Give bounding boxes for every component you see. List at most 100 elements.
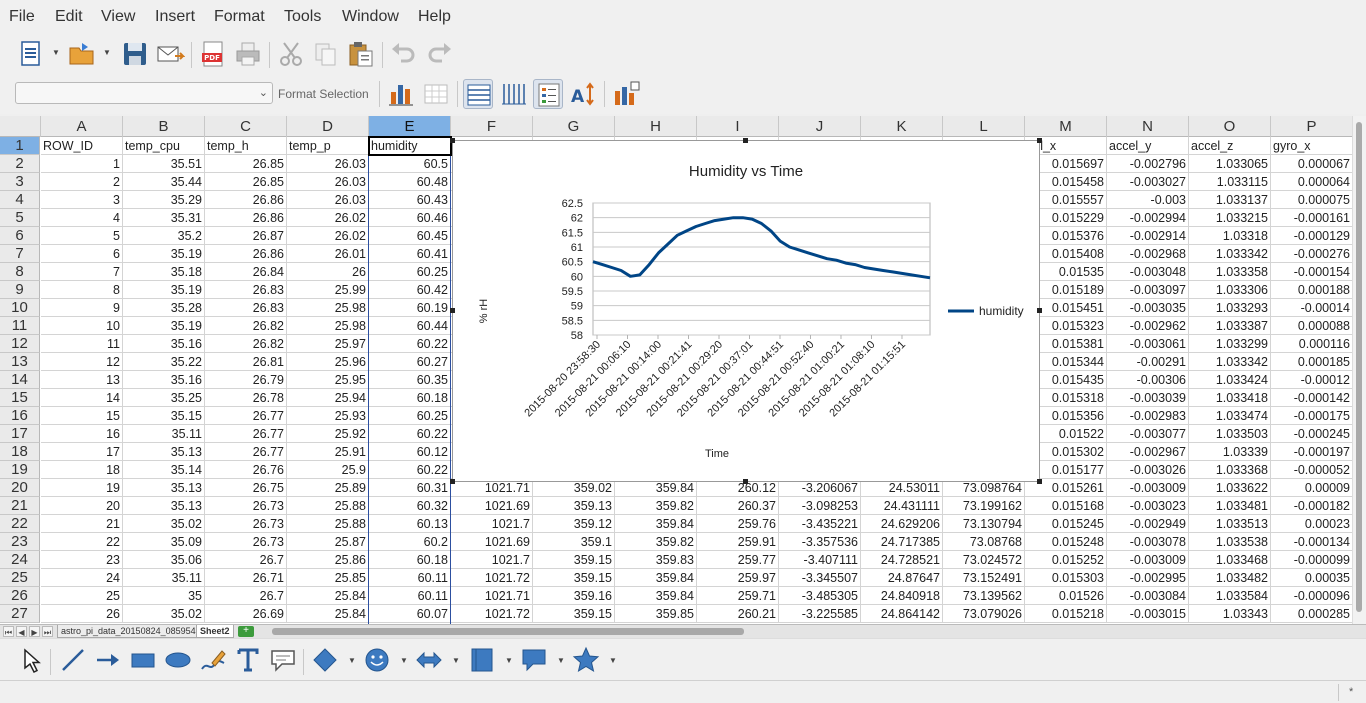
- new-document-icon[interactable]: [16, 39, 46, 69]
- header-cell[interactable]: accel_y: [1107, 137, 1189, 155]
- table-cell[interactable]: -3.206067: [779, 479, 861, 497]
- table-cell[interactable]: -0.003027: [1107, 173, 1189, 191]
- row-header[interactable]: 2: [0, 155, 40, 173]
- table-cell[interactable]: 25.87: [287, 533, 369, 551]
- table-cell[interactable]: 35.14: [123, 461, 205, 479]
- table-cell[interactable]: -0.003: [1107, 191, 1189, 209]
- table-cell[interactable]: 26.03: [287, 155, 369, 173]
- dropdown-arrow-icon[interactable]: ▼: [609, 656, 617, 665]
- format-selection-button[interactable]: Format Selection: [278, 87, 369, 101]
- table-cell[interactable]: 0.015302: [1025, 443, 1107, 461]
- table-cell[interactable]: 26.75: [205, 479, 287, 497]
- table-cell[interactable]: 1.033584: [1189, 587, 1271, 605]
- table-cell[interactable]: -3.407111: [779, 551, 861, 569]
- column-header-o[interactable]: O: [1189, 116, 1271, 137]
- column-header-e[interactable]: E: [369, 116, 451, 137]
- table-cell[interactable]: -0.002967: [1107, 443, 1189, 461]
- symbol-shapes-icon[interactable]: [362, 645, 392, 675]
- table-cell[interactable]: 12: [41, 353, 123, 371]
- table-cell[interactable]: 35.09: [123, 533, 205, 551]
- table-cell[interactable]: 1.033482: [1189, 569, 1271, 587]
- table-cell[interactable]: -3.485305: [779, 587, 861, 605]
- table-cell[interactable]: 1.033115: [1189, 173, 1271, 191]
- table-cell[interactable]: 0.015451: [1025, 299, 1107, 317]
- table-cell[interactable]: 73.152491: [943, 569, 1025, 587]
- table-cell[interactable]: 60.48: [369, 173, 451, 191]
- table-cell[interactable]: -0.002796: [1107, 155, 1189, 173]
- copy-icon[interactable]: [311, 39, 341, 69]
- table-cell[interactable]: 35.29: [123, 191, 205, 209]
- table-cell[interactable]: 11: [41, 335, 123, 353]
- column-header-f[interactable]: F: [451, 116, 533, 137]
- table-cell[interactable]: 35.06: [123, 551, 205, 569]
- table-cell[interactable]: 0.015458: [1025, 173, 1107, 191]
- table-cell[interactable]: 35.02: [123, 515, 205, 533]
- next-sheet-icon[interactable]: ▶: [29, 626, 40, 637]
- save-icon[interactable]: [120, 39, 150, 69]
- table-cell[interactable]: 26.76: [205, 461, 287, 479]
- row-header[interactable]: 6: [0, 227, 40, 245]
- table-cell[interactable]: 0.000116: [1271, 335, 1353, 353]
- table-cell[interactable]: 25.98: [287, 299, 369, 317]
- rectangle-icon[interactable]: [128, 645, 158, 675]
- table-cell[interactable]: 359.82: [615, 533, 697, 551]
- undo-icon[interactable]: [389, 39, 419, 69]
- table-cell[interactable]: 26.7: [205, 587, 287, 605]
- table-cell[interactable]: 26.87: [205, 227, 287, 245]
- header-cell[interactable]: ROW_ID: [41, 137, 123, 155]
- table-cell[interactable]: 20: [41, 497, 123, 515]
- table-cell[interactable]: 26: [41, 605, 123, 623]
- table-cell[interactable]: 60.32: [369, 497, 451, 515]
- table-cell[interactable]: 73.08768: [943, 533, 1025, 551]
- table-cell[interactable]: 0.015697: [1025, 155, 1107, 173]
- table-cell[interactable]: 24.728521: [861, 551, 943, 569]
- table-cell[interactable]: 1.033368: [1189, 461, 1271, 479]
- table-cell[interactable]: 0.015229: [1025, 209, 1107, 227]
- table-cell[interactable]: 1.033424: [1189, 371, 1271, 389]
- table-cell[interactable]: 60.22: [369, 461, 451, 479]
- table-cell[interactable]: 35.19: [123, 317, 205, 335]
- table-cell[interactable]: -0.000096: [1271, 587, 1353, 605]
- table-cell[interactable]: 1.033293: [1189, 299, 1271, 317]
- table-cell[interactable]: 35.19: [123, 245, 205, 263]
- table-cell[interactable]: -0.000175: [1271, 407, 1353, 425]
- table-cell[interactable]: 60.25: [369, 407, 451, 425]
- row-header[interactable]: 11: [0, 317, 40, 335]
- table-cell[interactable]: 26.79: [205, 371, 287, 389]
- table-cell[interactable]: 24.431111: [861, 497, 943, 515]
- table-cell[interactable]: 0.015408: [1025, 245, 1107, 263]
- table-cell[interactable]: 15: [41, 407, 123, 425]
- table-cell[interactable]: 26.81: [205, 353, 287, 371]
- table-cell[interactable]: 25.85: [287, 569, 369, 587]
- arrow-line-icon[interactable]: [93, 645, 123, 675]
- table-cell[interactable]: -0.003061: [1107, 335, 1189, 353]
- chart-object[interactable]: Humidity vs Time 62.5 62 61.5 61 60.5 60 59.5 59…: [452, 140, 1040, 482]
- data-table-icon[interactable]: [421, 79, 451, 109]
- table-cell[interactable]: 26: [287, 263, 369, 281]
- table-cell[interactable]: 359.15: [533, 551, 615, 569]
- dropdown-arrow-icon[interactable]: ▼: [348, 656, 356, 665]
- column-header-h[interactable]: H: [615, 116, 697, 137]
- table-cell[interactable]: 0.000185: [1271, 353, 1353, 371]
- previous-sheet-icon[interactable]: ◀: [16, 626, 27, 637]
- row-header[interactable]: 5: [0, 209, 40, 227]
- table-cell[interactable]: 0.015303: [1025, 569, 1107, 587]
- table-cell[interactable]: 8: [41, 281, 123, 299]
- header-cell[interactable]: humidity: [369, 137, 451, 155]
- line-icon[interactable]: [58, 645, 88, 675]
- header-cell[interactable]: temp_cpu: [123, 137, 205, 155]
- menu-format[interactable]: Format: [214, 8, 265, 25]
- table-cell[interactable]: 60.19: [369, 299, 451, 317]
- menu-help[interactable]: Help: [418, 8, 451, 25]
- table-cell[interactable]: -0.00306: [1107, 371, 1189, 389]
- table-cell[interactable]: 1.033503: [1189, 425, 1271, 443]
- table-cell[interactable]: 0.000075: [1271, 191, 1353, 209]
- table-cell[interactable]: 73.130794: [943, 515, 1025, 533]
- table-cell[interactable]: 1.033474: [1189, 407, 1271, 425]
- table-cell[interactable]: 1021.69: [451, 533, 533, 551]
- table-cell[interactable]: 26.86: [205, 191, 287, 209]
- email-icon[interactable]: [155, 39, 186, 69]
- table-cell[interactable]: -0.000276: [1271, 245, 1353, 263]
- table-cell[interactable]: 26.03: [287, 173, 369, 191]
- table-cell[interactable]: 23: [41, 551, 123, 569]
